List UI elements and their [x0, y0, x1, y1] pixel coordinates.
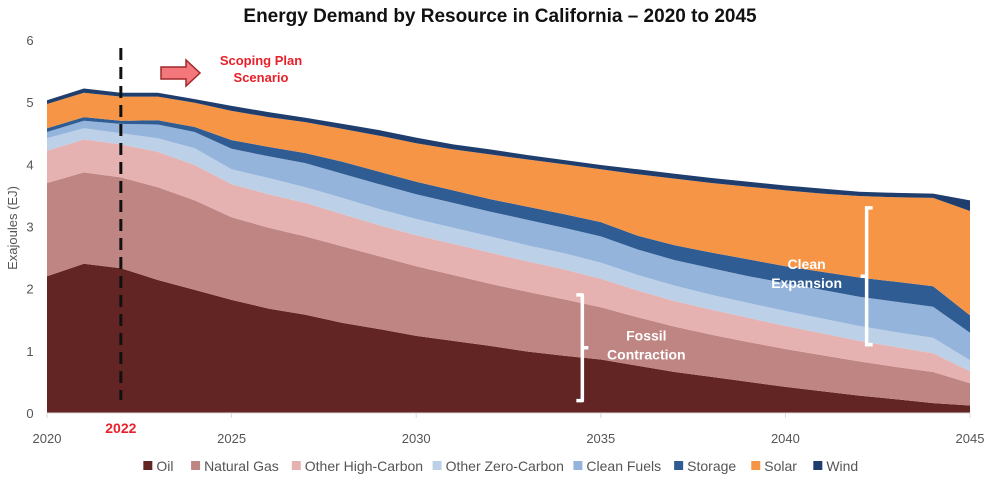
area-other-zero-carbon [47, 128, 970, 372]
area-oil [47, 263, 970, 413]
y-tick-label: 0 [26, 406, 33, 421]
bracket-line [860, 206, 873, 347]
legend-label: Solar [764, 458, 797, 474]
y-tick-label: 2 [26, 282, 33, 297]
area-other-high-carbon [47, 139, 970, 384]
legend-swatch [432, 461, 442, 470]
y-axis-ticks: 0 1 2 3 4 5 6 [26, 33, 33, 421]
legend: Oil Natural Gas Other High-Carbon Other Zer… [143, 458, 858, 474]
fossil-contraction-label-line2: Contraction [607, 347, 686, 363]
legend-label: Oil [156, 458, 173, 474]
legend-item-storage: Storage [674, 458, 736, 474]
fossil-contraction-bracket [576, 293, 589, 403]
x-tick-label: 2040 [771, 431, 800, 446]
scoping-plan-arrow-icon [160, 58, 202, 88]
legend-label: Clean Fuels [586, 458, 661, 474]
y-axis-label: Exajoules (EJ) [5, 186, 20, 270]
legend-item-natural-gas: Natural Gas [191, 458, 279, 474]
scoping-plan-label-line1: Scoping Plan [220, 53, 302, 68]
legend-item-other-zero-carbon: Other Zero-Carbon [432, 458, 564, 474]
y-tick-label: 6 [26, 33, 33, 48]
legend-swatch [573, 461, 583, 470]
legend-swatch [191, 461, 201, 470]
legend-item-solar: Solar [751, 458, 797, 474]
legend-label: Storage [687, 458, 736, 474]
legend-swatch [813, 461, 823, 470]
y-tick-label: 5 [26, 95, 33, 110]
year-2022-label: 2022 [105, 420, 136, 436]
y-tick-label: 4 [26, 157, 33, 172]
chart-title: Energy Demand by Resource in California … [243, 6, 757, 27]
scoping-plan-label-line2: Scenario [234, 70, 289, 85]
y-tick-label: 3 [26, 220, 33, 235]
legend-item-oil: Oil [143, 458, 173, 474]
legend-label: Other Zero-Carbon [446, 458, 564, 474]
area-clean-fuels [47, 120, 970, 361]
x-axis-ticks: 2020 2025 2030 2035 2040 2045 [33, 413, 985, 446]
legend-label: Wind [826, 458, 858, 474]
bracket-line [576, 293, 589, 403]
legend-item-clean-fuels: Clean Fuels [573, 458, 661, 474]
clean-expansion-label-line1: Clean [788, 256, 826, 272]
x-tick-label: 2035 [586, 431, 615, 446]
legend-item-wind: Wind [813, 458, 858, 474]
clean-expansion-bracket [860, 206, 873, 347]
x-tick-label: 2025 [217, 431, 246, 446]
y-tick-label: 1 [26, 344, 33, 359]
area-natural-gas [47, 172, 970, 406]
legend-label: Other High-Carbon [305, 458, 423, 474]
legend-item-other-high-carbon: Other High-Carbon [291, 458, 423, 474]
x-tick-label: 2045 [956, 431, 985, 446]
legend-swatch [674, 461, 684, 470]
x-tick-label: 2020 [33, 431, 62, 446]
fossil-contraction-label-line1: Fossil [626, 328, 666, 344]
legend-label: Natural Gas [204, 458, 279, 474]
x-tick-label: 2030 [402, 431, 431, 446]
legend-swatch [143, 461, 153, 470]
legend-swatch [291, 461, 301, 470]
legend-swatch [751, 461, 761, 470]
area-layers [47, 88, 970, 413]
area-solar [47, 92, 970, 316]
clean-expansion-label-line2: Expansion [771, 275, 842, 291]
